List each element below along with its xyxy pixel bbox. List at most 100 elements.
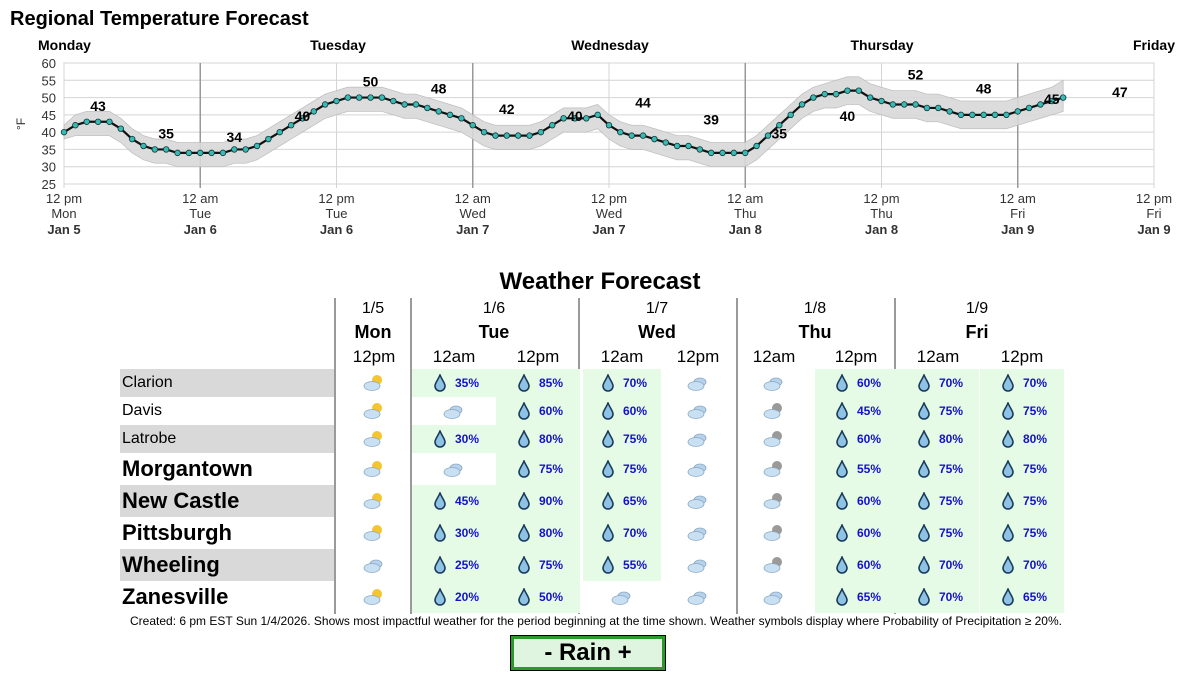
- partly-sunny-icon: [363, 589, 382, 605]
- raindrop-icon: [836, 556, 848, 574]
- temperature-point: [526, 132, 533, 139]
- temperature-label: 47: [1112, 84, 1128, 100]
- temperature-point: [242, 146, 249, 153]
- forecast-cell: [660, 581, 736, 613]
- x-tick-date: Jan 6: [320, 222, 353, 237]
- forecast-cell: [335, 581, 413, 613]
- temperature-point: [480, 128, 488, 136]
- cloudy-icon: [443, 405, 463, 419]
- y-tick-label: 45: [42, 108, 56, 123]
- raindrop-icon: [1002, 492, 1014, 510]
- temperature-point: [810, 94, 817, 101]
- precip-probability: 55%: [622, 558, 648, 572]
- raindrop-icon: [518, 588, 530, 606]
- partly-sunny-icon: [363, 431, 382, 447]
- temperature-point: [446, 111, 454, 119]
- temperature-label: 35: [158, 125, 174, 141]
- temperature-point: [344, 94, 352, 101]
- precip-probability: 30%: [454, 432, 480, 446]
- precip-probability: 65%: [622, 494, 648, 508]
- x-tick-day: Wed: [596, 206, 623, 221]
- city-row-shade: [120, 549, 334, 581]
- temperature-point: [219, 149, 227, 157]
- time-header: 12pm: [676, 347, 720, 366]
- city-row-shade: [120, 485, 334, 517]
- partly-cloudy-night-icon: [763, 461, 782, 477]
- forecast-cell: 75%: [496, 453, 580, 485]
- temperature-point: [798, 101, 806, 108]
- forecast-cell: 70%: [897, 581, 979, 613]
- time-header: 12pm: [834, 347, 878, 366]
- raindrop-icon: [518, 556, 530, 574]
- cloudy-icon: [687, 559, 707, 573]
- forecast-cell: 75%: [583, 453, 661, 485]
- precip-probability: 70%: [622, 526, 648, 540]
- forecast-cell: 60%: [583, 397, 661, 425]
- rain-legend-label: - Rain +: [514, 639, 662, 667]
- raindrop-icon: [918, 460, 930, 478]
- forecast-cell: 35%: [412, 369, 496, 397]
- temperature-point: [844, 87, 851, 94]
- forecast-cell: [412, 453, 496, 485]
- day-date: 1/9: [965, 300, 989, 317]
- temperature-point: [378, 94, 386, 101]
- day-date: 1/5: [361, 300, 385, 317]
- time-header: 12am: [916, 347, 960, 366]
- forecast-cell: 75%: [980, 485, 1064, 517]
- temperature-point: [639, 132, 647, 139]
- precip-probability: 55%: [856, 462, 882, 476]
- forecast-cell: [335, 397, 413, 425]
- cloudy-icon: [443, 463, 463, 477]
- raindrop-icon: [434, 556, 446, 574]
- city-name: Clarion: [122, 374, 173, 391]
- raindrop-icon: [518, 492, 530, 510]
- forecast-cell: [736, 517, 812, 549]
- temperature-point: [333, 97, 340, 105]
- precip-probability: 70%: [1022, 558, 1048, 572]
- precip-probability: 30%: [454, 526, 480, 540]
- temperature-point: [1014, 108, 1021, 115]
- partly-sunny-icon: [363, 493, 382, 509]
- raindrop-icon: [434, 430, 446, 448]
- x-tick-day: Tue: [189, 206, 211, 221]
- forecast-cell: [736, 425, 812, 453]
- partly-sunny-icon: [363, 375, 382, 391]
- temperature-point: [969, 111, 976, 119]
- raindrop-icon: [918, 430, 930, 448]
- forecast-cell: 75%: [897, 517, 979, 549]
- temperature-point: [764, 132, 772, 139]
- precip-probability: 35%: [454, 376, 480, 390]
- temperature-point: [991, 111, 999, 119]
- temperature-point: [1059, 94, 1067, 101]
- partly-sunny-icon: [363, 525, 382, 541]
- y-tick-label: 60: [42, 56, 56, 71]
- raindrop-icon: [602, 430, 614, 448]
- temperature-label: 52: [908, 67, 924, 83]
- time-header: 12pm: [352, 347, 396, 366]
- temperature-point: [719, 149, 726, 157]
- temperature-point: [310, 108, 317, 115]
- forecast-cell: 60%: [815, 517, 897, 549]
- temperature-point: [128, 135, 136, 143]
- day-name: Wed: [638, 322, 676, 342]
- day-label: Thursday: [850, 37, 913, 53]
- temperature-point: [696, 146, 704, 153]
- temperature-point: [367, 94, 374, 101]
- precip-probability: 75%: [938, 526, 964, 540]
- forecast-cell: 80%: [496, 517, 580, 549]
- forecast-cell: 70%: [583, 369, 661, 397]
- y-tick-label: 55: [42, 73, 56, 88]
- temperature-point: [265, 135, 272, 143]
- raindrop-icon: [836, 430, 848, 448]
- forecast-cell: [660, 397, 736, 425]
- city-row-shade: [120, 369, 334, 397]
- forecast-cell: [736, 369, 812, 397]
- y-tick-label: 25: [42, 177, 56, 192]
- temperature-point: [866, 94, 874, 101]
- day-date: 1/6: [482, 300, 506, 317]
- temperature-point: [742, 149, 749, 157]
- raindrop-icon: [1002, 460, 1014, 478]
- x-tick-time: 12 pm: [46, 191, 82, 206]
- forecast-cell: 45%: [412, 485, 496, 517]
- temperature-label: 40: [840, 108, 856, 124]
